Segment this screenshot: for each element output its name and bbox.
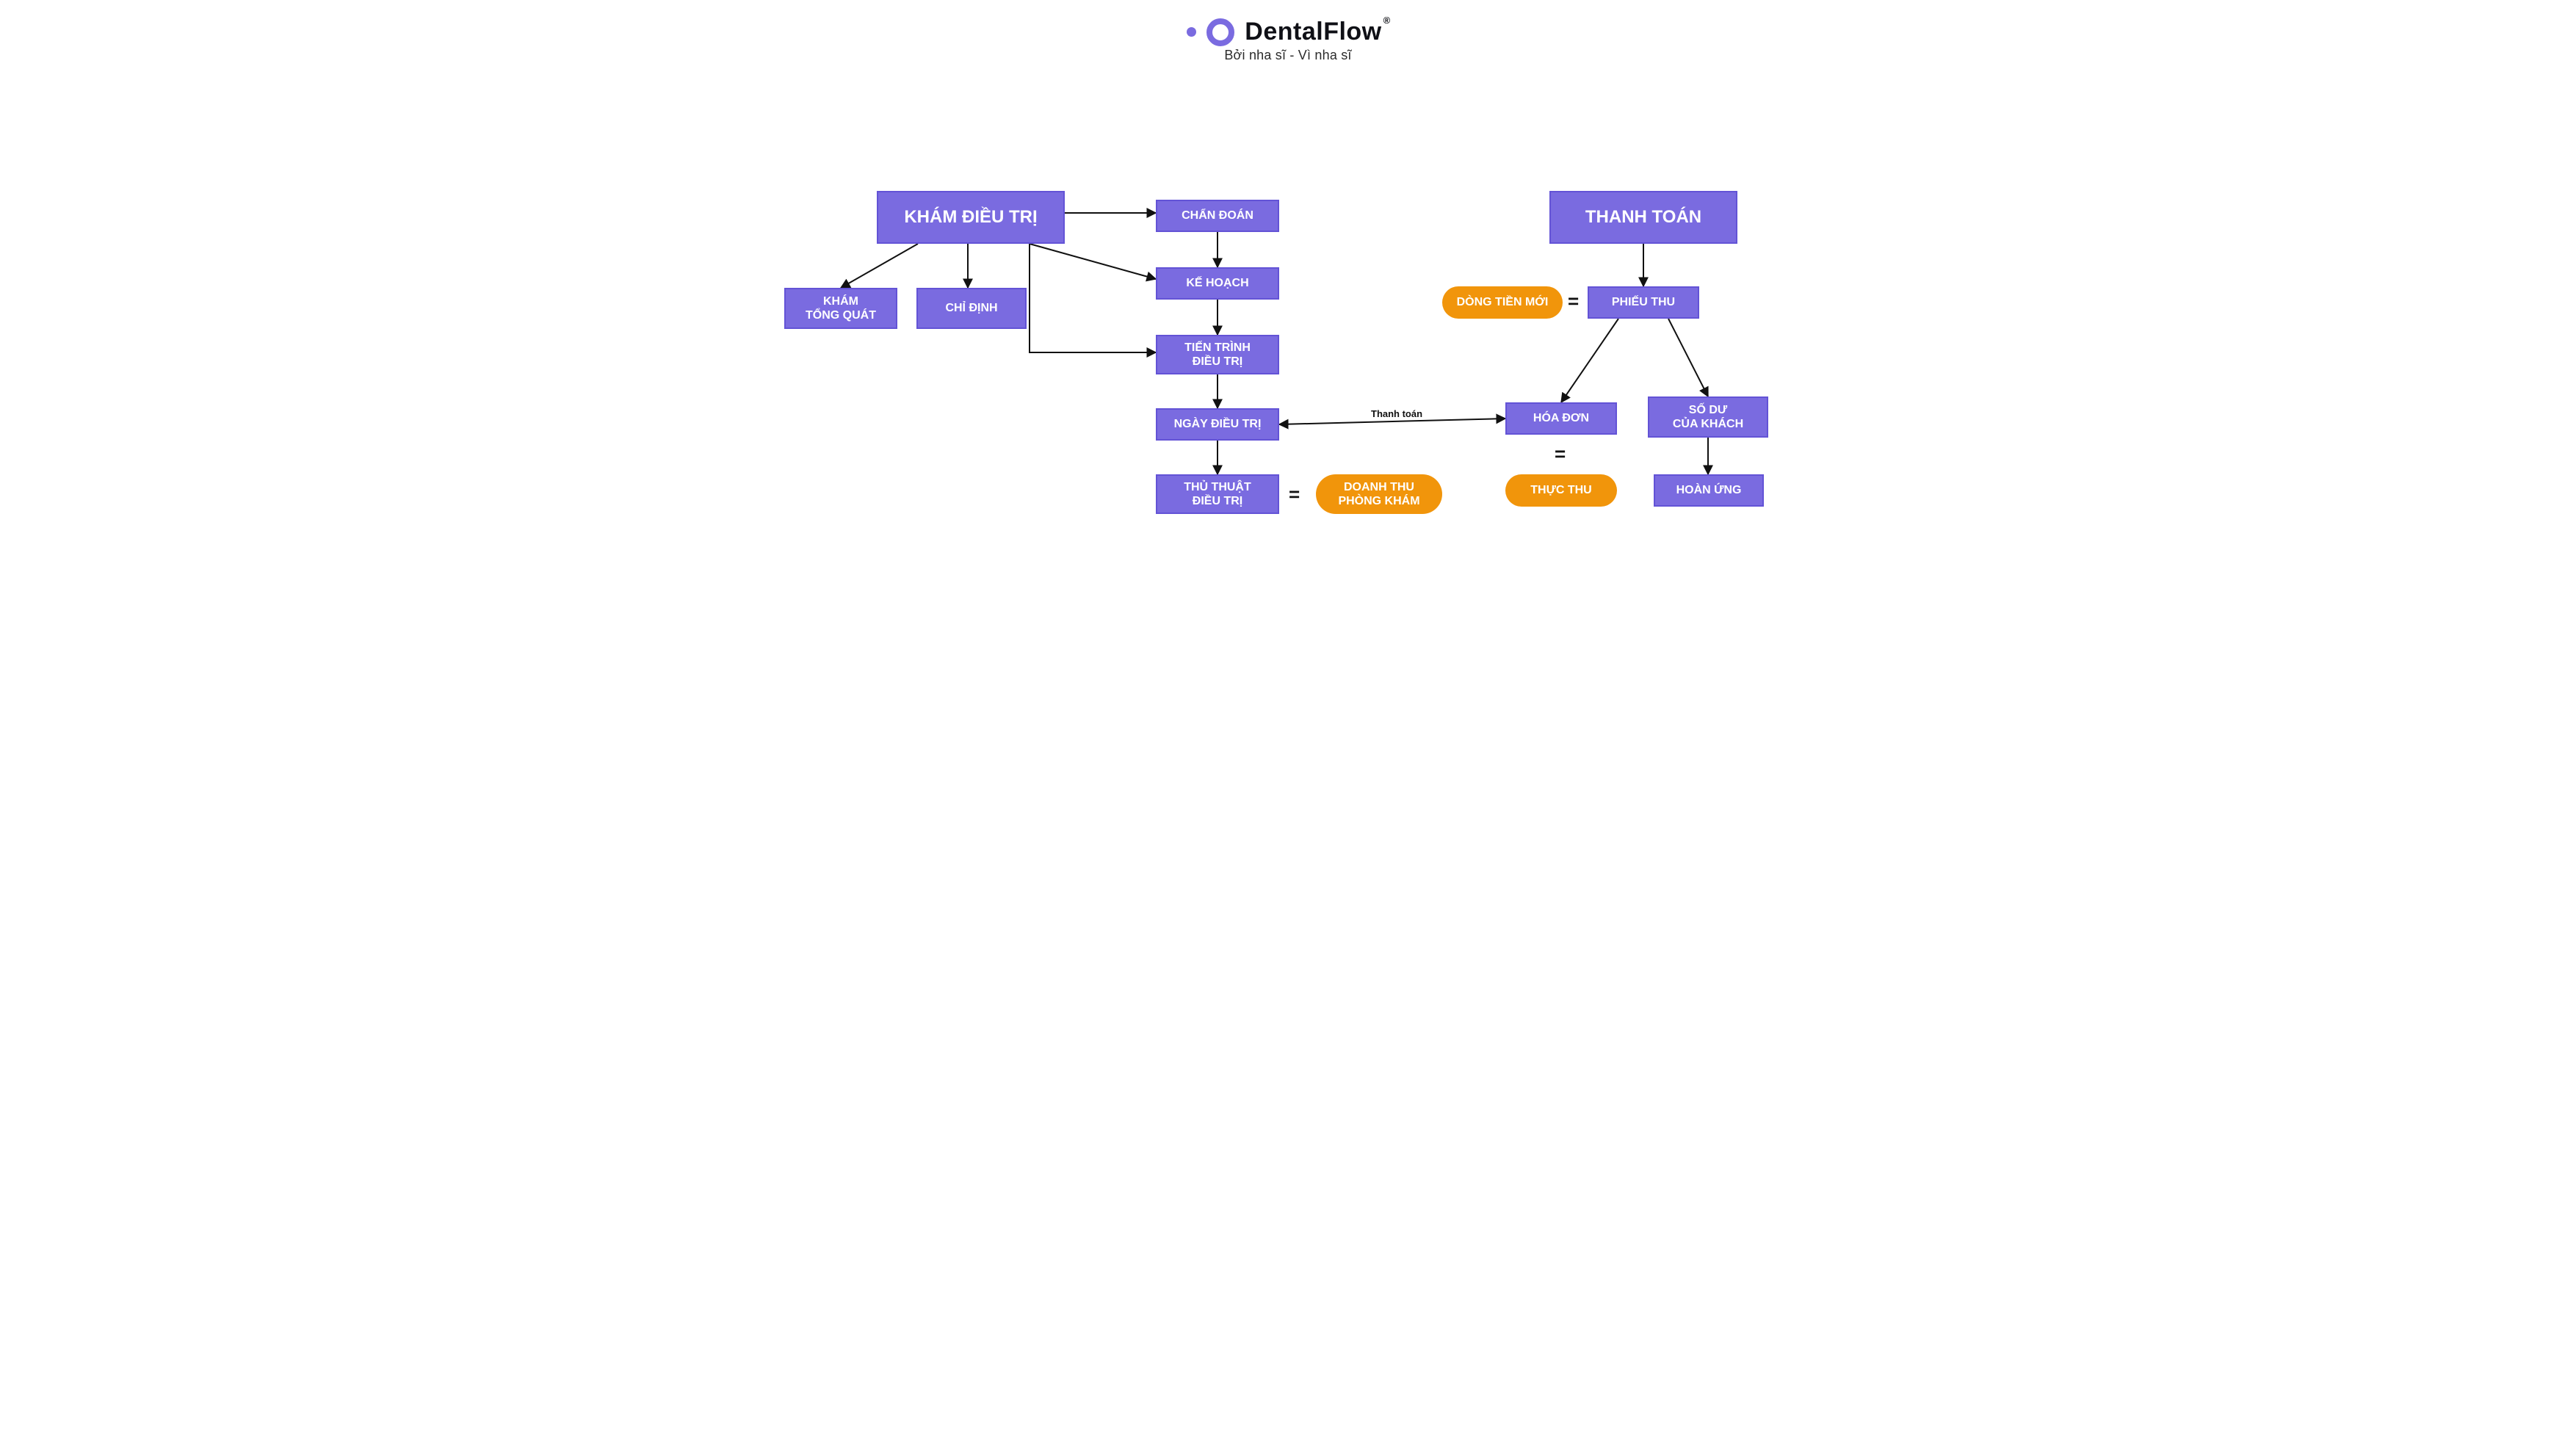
- node-kham_dieu_tri: KHÁM ĐIỀU TRỊ: [877, 191, 1065, 244]
- logo-dot-icon: [1187, 27, 1196, 37]
- node-thanh_toan: THANH TOÁN: [1549, 191, 1737, 244]
- pill-dong_tien: DÒNG TIỀN MỚI: [1442, 286, 1563, 319]
- edge-4: [1030, 244, 1156, 352]
- node-chan_doan: CHẨN ĐOÁN: [1156, 200, 1279, 232]
- pill-thuc_thu: THỰC THU: [1505, 474, 1617, 507]
- node-tien_trinh: TIẾN TRÌNHĐIỀU TRỊ: [1156, 335, 1279, 374]
- edge-label-13: Thanh toán: [1369, 408, 1425, 419]
- brand-registered: ®: [1383, 15, 1391, 26]
- logo: DentalFlow®: [1187, 18, 1389, 46]
- node-thu_thuat: THỦ THUẬTĐIỀU TRỊ: [1156, 474, 1279, 514]
- equals-eq1: =: [1289, 483, 1300, 506]
- edge-3: [1030, 244, 1156, 279]
- node-chi_dinh: CHỈ ĐỊNH: [916, 288, 1027, 329]
- edge-13: [1279, 419, 1505, 424]
- node-hoan_ung: HOÀN ỨNG: [1654, 474, 1764, 507]
- equals-eq2: =: [1568, 290, 1579, 313]
- header: DentalFlow® Bởi nha sĩ - Vì nha sĩ: [745, 18, 1831, 63]
- pill-doanh_thu: DOANH THUPHÒNG KHÁM: [1316, 474, 1442, 514]
- brand-name: DentalFlow®: [1245, 18, 1389, 46]
- node-so_du: SỐ DƯCỦA KHÁCH: [1648, 396, 1768, 438]
- edge-10: [1561, 319, 1618, 402]
- node-ngay_dieu_tri: NGÀY ĐIỀU TRỊ: [1156, 408, 1279, 441]
- node-phieu_thu: PHIẾU THU: [1588, 286, 1699, 319]
- logo-ring-icon: [1206, 18, 1234, 46]
- flowchart-canvas: DentalFlow® Bởi nha sĩ - Vì nha sĩ KHÁM …: [745, 0, 1831, 609]
- node-hoa_don: HÓA ĐƠN: [1505, 402, 1617, 435]
- node-ke_hoach: KẾ HOẠCH: [1156, 267, 1279, 300]
- node-kham_tong_quat: KHÁMTỔNG QUÁT: [784, 288, 897, 329]
- edge-11: [1668, 319, 1708, 396]
- brand-text: DentalFlow: [1245, 18, 1381, 46]
- brand-tagline: Bởi nha sĩ - Vì nha sĩ: [745, 48, 1831, 63]
- equals-eq3: =: [1555, 443, 1566, 466]
- edge-0: [841, 244, 918, 288]
